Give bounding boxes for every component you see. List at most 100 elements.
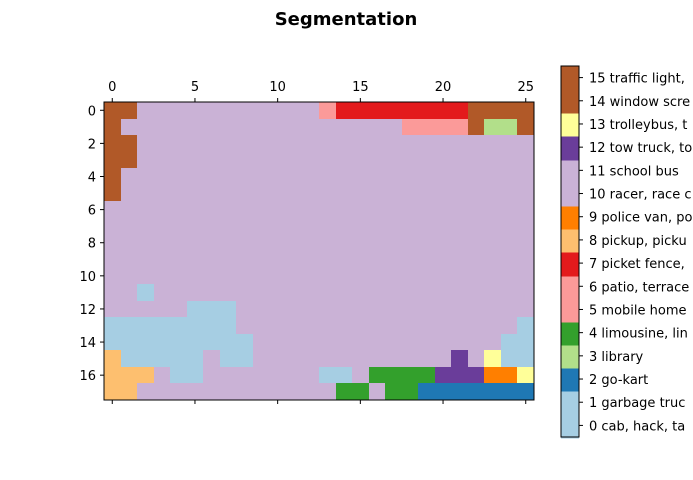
heatmap-cell [154, 301, 171, 318]
heatmap-cell [418, 102, 436, 120]
colorbar-label: 11 school bus [589, 164, 679, 179]
heatmap-cell [253, 201, 270, 219]
heatmap-cell [369, 284, 386, 302]
heatmap-cell [236, 201, 254, 219]
heatmap-cell [369, 201, 386, 219]
colorbar-label: 2 go-kart [589, 373, 648, 388]
heatmap-cell [253, 350, 270, 368]
heatmap-cell [451, 251, 469, 269]
heatmap-cell [286, 201, 303, 219]
heatmap-cell [170, 201, 188, 219]
heatmap-cell [154, 268, 171, 285]
heatmap-cell [501, 317, 518, 335]
heatmap-cell [187, 268, 204, 285]
heatmap-cell [451, 268, 469, 285]
heatmap-cell [104, 234, 122, 252]
heatmap-cell [319, 135, 337, 153]
heatmap-cell [435, 334, 452, 351]
heatmap-cell [501, 185, 518, 202]
heatmap-cell [501, 102, 518, 120]
heatmap-cell [319, 383, 337, 401]
heatmap-cell [402, 135, 419, 153]
heatmap-cell [385, 350, 403, 368]
heatmap-cell [468, 301, 485, 318]
heatmap-cell [269, 268, 287, 285]
heatmap-cell [418, 268, 436, 285]
heatmap-cell [286, 135, 303, 153]
heatmap-cell [484, 268, 502, 285]
heatmap-cell [517, 135, 535, 153]
heatmap-cell [369, 383, 386, 401]
colorbar-segment [561, 136, 579, 161]
heatmap-cell [302, 234, 320, 252]
heatmap-cell [220, 218, 237, 235]
heatmap-cell [451, 152, 469, 169]
heatmap-cell [104, 367, 122, 384]
heatmap-cell [170, 317, 188, 335]
heatmap-cell [121, 367, 138, 384]
heatmap-cell [468, 251, 485, 269]
heatmap-cell [319, 119, 337, 136]
heatmap-cell [501, 168, 518, 186]
heatmap-cell [170, 102, 188, 120]
heatmap-cell [286, 185, 303, 202]
heatmap-cell [451, 284, 469, 302]
heatmap-cell [501, 201, 518, 219]
heatmap-cell [121, 317, 138, 335]
heatmap-cell [269, 251, 287, 269]
heatmap-cell [187, 168, 204, 186]
heatmap-cell [517, 350, 535, 368]
x-tick-label: 10 [269, 80, 286, 95]
heatmap-cell [220, 301, 237, 318]
heatmap-cell [253, 284, 270, 302]
colorbar-segment [561, 321, 579, 346]
colorbar-segment [561, 391, 579, 416]
heatmap-cell [236, 383, 254, 401]
heatmap-cell [352, 367, 370, 384]
heatmap-cell [352, 102, 370, 120]
heatmap-cell [220, 350, 237, 368]
heatmap-cell [269, 135, 287, 153]
heatmap-cell [220, 284, 237, 302]
heatmap-cell [501, 135, 518, 153]
heatmap-cell [220, 135, 237, 153]
heatmap-cell [203, 185, 221, 202]
heatmap-cell [402, 251, 419, 269]
heatmap-cell [121, 152, 138, 169]
heatmap-cell [187, 284, 204, 302]
heatmap-cell [236, 367, 254, 384]
heatmap-cell [336, 185, 353, 202]
heatmap-cell [253, 301, 270, 318]
heatmap-cell [236, 268, 254, 285]
colorbar-label: 7 picket fence, [589, 257, 685, 272]
heatmap-cell [187, 201, 204, 219]
heatmap-cell [269, 201, 287, 219]
heatmap-cell [336, 350, 353, 368]
colorbar-label: 12 tow truck, to [589, 141, 692, 156]
heatmap-cell [121, 350, 138, 368]
heatmap-cell [418, 152, 436, 169]
heatmap-cell [137, 185, 155, 202]
heatmap-cell [187, 317, 204, 335]
colorbar-label: 6 patio, terrace [589, 280, 689, 295]
heatmap-cell [220, 168, 237, 186]
heatmap-cell [137, 234, 155, 252]
heatmap-cell [253, 334, 270, 351]
heatmap-cell [468, 168, 485, 186]
heatmap-cell [170, 218, 188, 235]
heatmap-cell [385, 251, 403, 269]
colorbar-segment [561, 298, 579, 323]
heatmap-cell [385, 383, 403, 401]
heatmap-cell [319, 284, 337, 302]
heatmap-cell [369, 251, 386, 269]
heatmap-cell [336, 268, 353, 285]
heatmap-cell [418, 201, 436, 219]
heatmap-cell [121, 201, 138, 219]
heatmap-cell [369, 135, 386, 153]
heatmap-cell [170, 268, 188, 285]
heatmap-cell [484, 350, 502, 368]
heatmap-cell [484, 251, 502, 269]
x-axis: 0 5 10 15 20 25 [108, 80, 534, 404]
heatmap-cell [385, 334, 403, 351]
heatmap-cell [385, 367, 403, 384]
